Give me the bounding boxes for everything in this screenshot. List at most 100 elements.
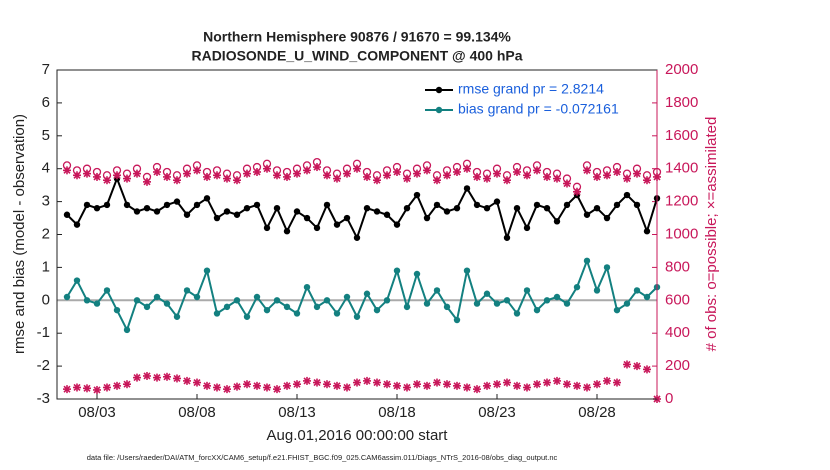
point [443,380,451,389]
point [643,176,651,185]
point [173,313,181,320]
point [473,385,481,394]
point [133,373,141,382]
point [393,267,401,274]
point [203,381,211,390]
y-tick-label: 5 [42,127,50,144]
star-stroke [643,176,651,184]
point [543,297,551,304]
point [243,313,251,320]
point [353,234,361,241]
point [393,381,401,390]
star-stroke [343,383,351,392]
point [263,383,271,392]
star-stroke [573,382,581,390]
point [473,172,481,181]
point [93,385,101,394]
y2-tick-label: 1000 [665,225,698,242]
star-stroke [373,176,381,184]
star-stroke [73,171,81,179]
point [163,300,171,307]
x-axis-label: Aug.01,2016 00:00:00 start [267,427,449,444]
star-stroke [623,175,631,183]
point [373,208,381,215]
point [423,300,431,307]
point [293,380,301,389]
point [63,293,71,301]
point [403,204,411,212]
star-stroke [213,171,221,179]
star-stroke [643,365,651,373]
point [113,381,121,390]
y2-tick-label: 400 [665,324,690,341]
star-stroke [463,383,471,392]
point [533,166,541,175]
x-tick-label: 08/08 [178,404,216,421]
star-stroke [153,374,161,382]
star-stroke [613,168,621,176]
point [113,306,121,314]
star-stroke [123,380,131,388]
point [73,221,81,228]
point [323,297,331,304]
point [123,174,131,183]
star-stroke [103,176,111,184]
point [183,169,191,178]
point [583,211,591,218]
star-stroke [193,166,201,174]
point [313,303,321,311]
star-stroke [413,380,421,388]
star-stroke [503,176,511,184]
point [573,187,581,196]
star-stroke [483,175,491,183]
point [613,306,621,314]
point [553,293,561,301]
star-stroke [433,176,441,184]
point [593,204,601,212]
star-stroke [453,168,461,176]
y-tick-label: -3 [37,390,50,407]
point [343,214,351,222]
point [293,169,301,178]
point [373,378,381,387]
point [123,380,131,389]
point [553,376,561,385]
star-stroke [303,166,311,174]
point [183,287,191,294]
star-stroke [623,360,631,369]
y2-tick-label: 1400 [665,160,698,177]
point [283,303,291,311]
point [283,228,291,235]
y2-tick-label: 1200 [665,193,698,210]
point [123,326,131,334]
point [313,163,321,172]
star-stroke [533,166,541,174]
point [633,362,641,371]
point [303,376,311,385]
point [473,300,481,307]
point [233,382,241,391]
point [613,167,621,176]
point [513,310,521,317]
point [83,201,91,209]
point [583,166,591,175]
point [223,174,231,183]
star-stroke [363,377,371,385]
point [263,164,271,173]
point [323,201,331,209]
point [283,381,291,390]
point [363,290,371,297]
point [353,164,361,173]
star-stroke [613,378,621,387]
star-stroke [123,175,131,183]
point [303,166,311,175]
point [383,297,391,304]
point [523,287,531,294]
point [483,174,491,183]
point [313,378,321,387]
point [123,201,131,209]
star-stroke [183,170,191,178]
point [463,267,471,274]
point [433,201,441,209]
star-stroke [333,175,341,183]
